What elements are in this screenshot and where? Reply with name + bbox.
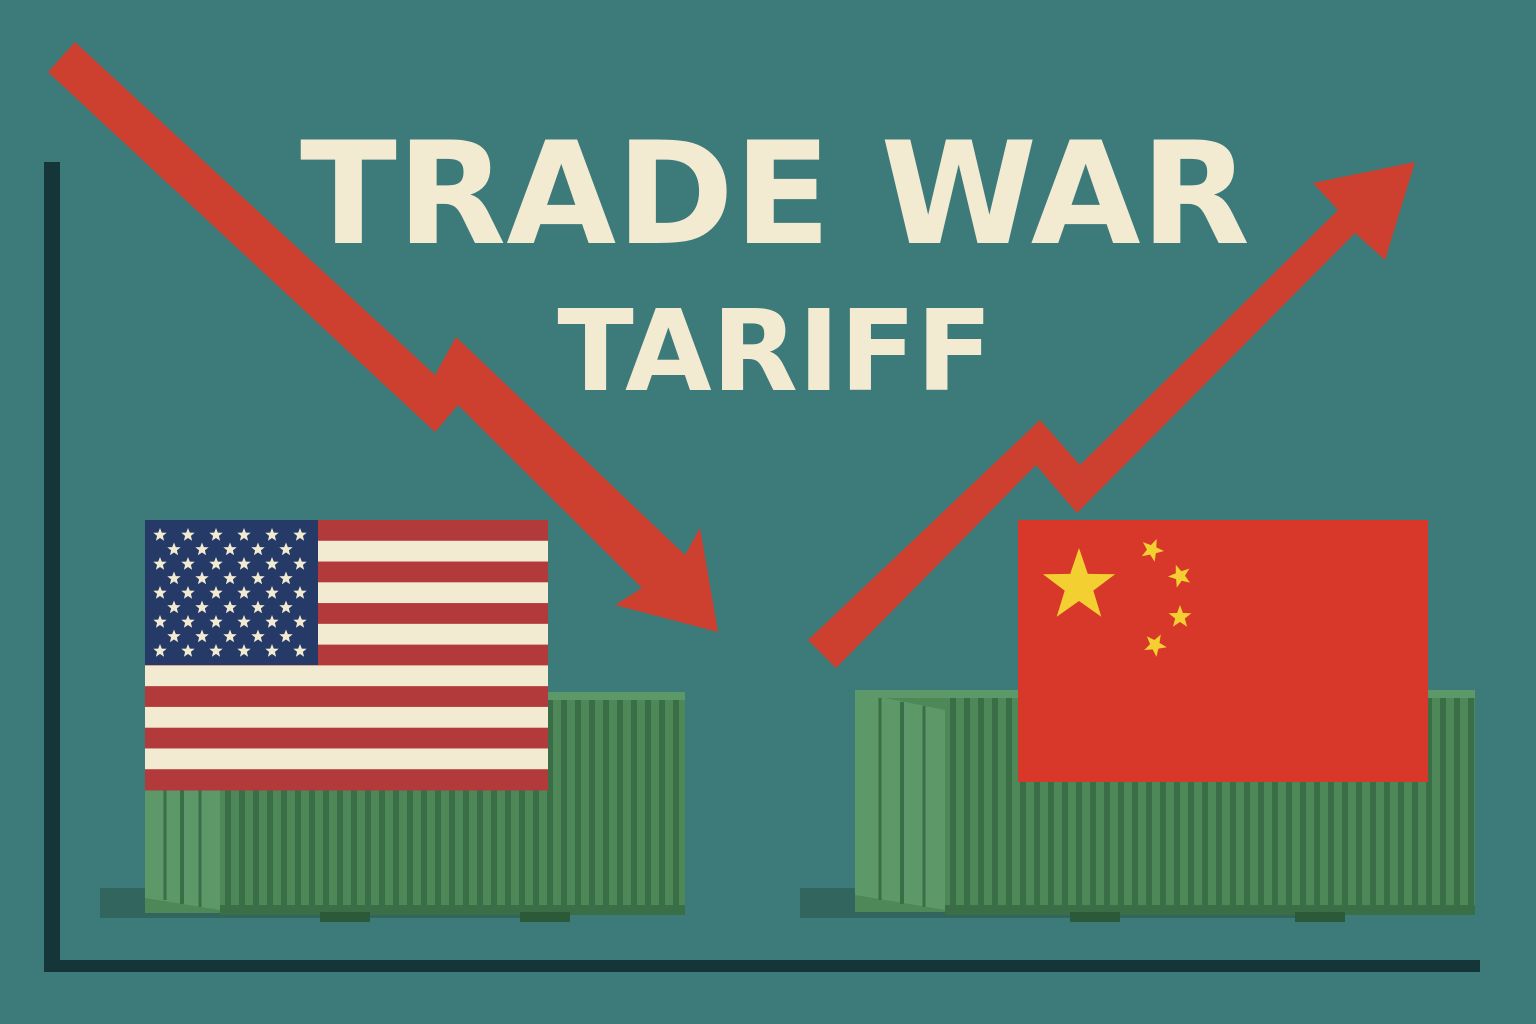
right-shipping-container: [855, 690, 1475, 922]
title-line-1: TRADE WAR: [300, 112, 1250, 277]
container-ribs: [950, 698, 1474, 905]
china-flag-icon: [1018, 520, 1428, 782]
china-small-star: [1168, 605, 1192, 627]
china-large-star: [1042, 548, 1116, 617]
china-flag-field: [1018, 520, 1428, 782]
chart-axes: [44, 162, 1480, 972]
us-flag-canton: [145, 520, 318, 665]
trend-down-arrow-icon: [48, 42, 718, 632]
trend-up-arrow-icon: [808, 162, 1415, 668]
china-small-star: [1144, 634, 1167, 657]
title-line-2: TARIFF: [557, 287, 992, 417]
x-axis-line: [44, 960, 1480, 972]
china-small-star: [1168, 564, 1190, 588]
y-axis-line: [44, 162, 60, 972]
container-ribs: [225, 700, 679, 905]
us-flag-icon: [145, 520, 548, 791]
china-small-star: [1141, 538, 1164, 562]
